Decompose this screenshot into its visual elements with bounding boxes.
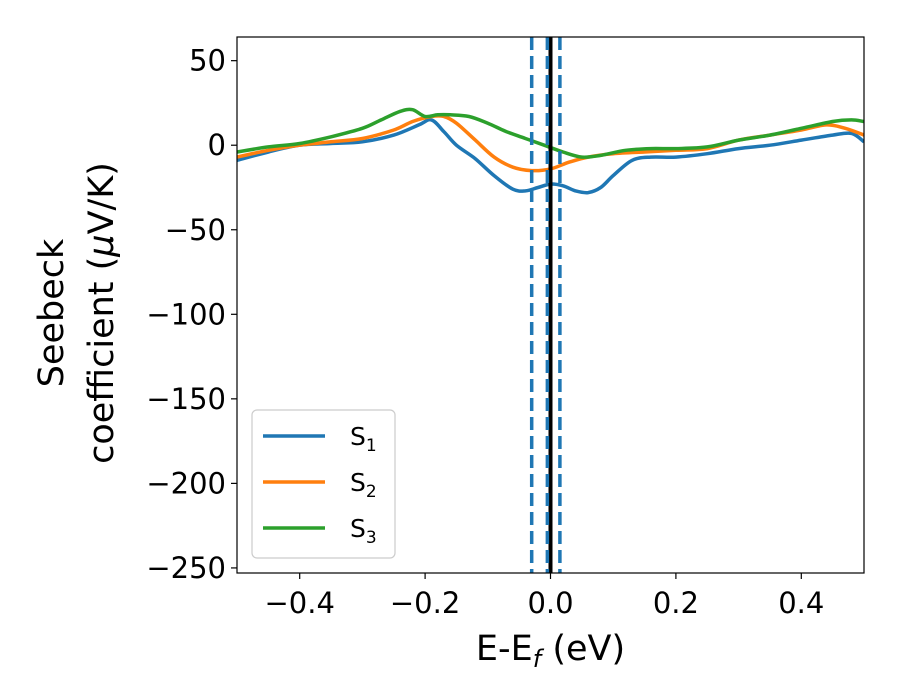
x-tick-label: 0.4 xyxy=(778,586,824,620)
axes-layer: −0.4 −0.2 0.0 0.2 0.4 50 0 −50 −100 −150 −200 −250 E… xyxy=(32,36,865,673)
legend-label-s3: S3 xyxy=(350,514,377,548)
legend-label-s2: S2 xyxy=(350,468,377,502)
x-tick-label: 0.0 xyxy=(527,586,573,620)
y-axis-label-suffix: V/K) xyxy=(82,162,122,234)
x-axis-label-suffix: (eV) xyxy=(541,629,625,669)
x-tick-label: −0.2 xyxy=(390,586,460,620)
legend-label-main: S xyxy=(350,422,366,451)
y-axis-label-line2: coefficient (μV/K) xyxy=(82,162,122,464)
legend-label-sub: 2 xyxy=(366,482,377,502)
legend-label-s1: S1 xyxy=(350,422,377,456)
plot-layer xyxy=(237,37,864,573)
y-tick-label: 50 xyxy=(189,44,226,78)
series-line-s3 xyxy=(237,107,864,159)
legend-box xyxy=(251,409,396,559)
plot-area xyxy=(237,37,864,573)
x-axis-label: E-Ef (eV) xyxy=(476,629,625,673)
x-axis-label-main: E-E xyxy=(476,629,533,669)
legend-label-main: S xyxy=(350,468,366,497)
y-axis-label-line1: Seebeck xyxy=(32,238,72,387)
y-tick-label: −250 xyxy=(146,551,226,585)
legend-label-sub: 3 xyxy=(366,528,377,548)
y-tick-label: −100 xyxy=(146,297,226,331)
x-tick-label: 0.2 xyxy=(653,586,699,620)
y-axis-label-mu: μ xyxy=(82,234,122,257)
legend-label-main: S xyxy=(350,514,366,543)
y-axis-label-prefix: coefficient ( xyxy=(82,257,122,464)
y-tick-label: 0 xyxy=(208,128,226,162)
y-tick-label: −50 xyxy=(165,213,226,247)
x-tick-label: −0.4 xyxy=(264,586,334,620)
y-tick-label: −200 xyxy=(146,466,226,500)
y-tick-label: −150 xyxy=(146,382,226,416)
legend-label-sub: 1 xyxy=(366,436,377,456)
